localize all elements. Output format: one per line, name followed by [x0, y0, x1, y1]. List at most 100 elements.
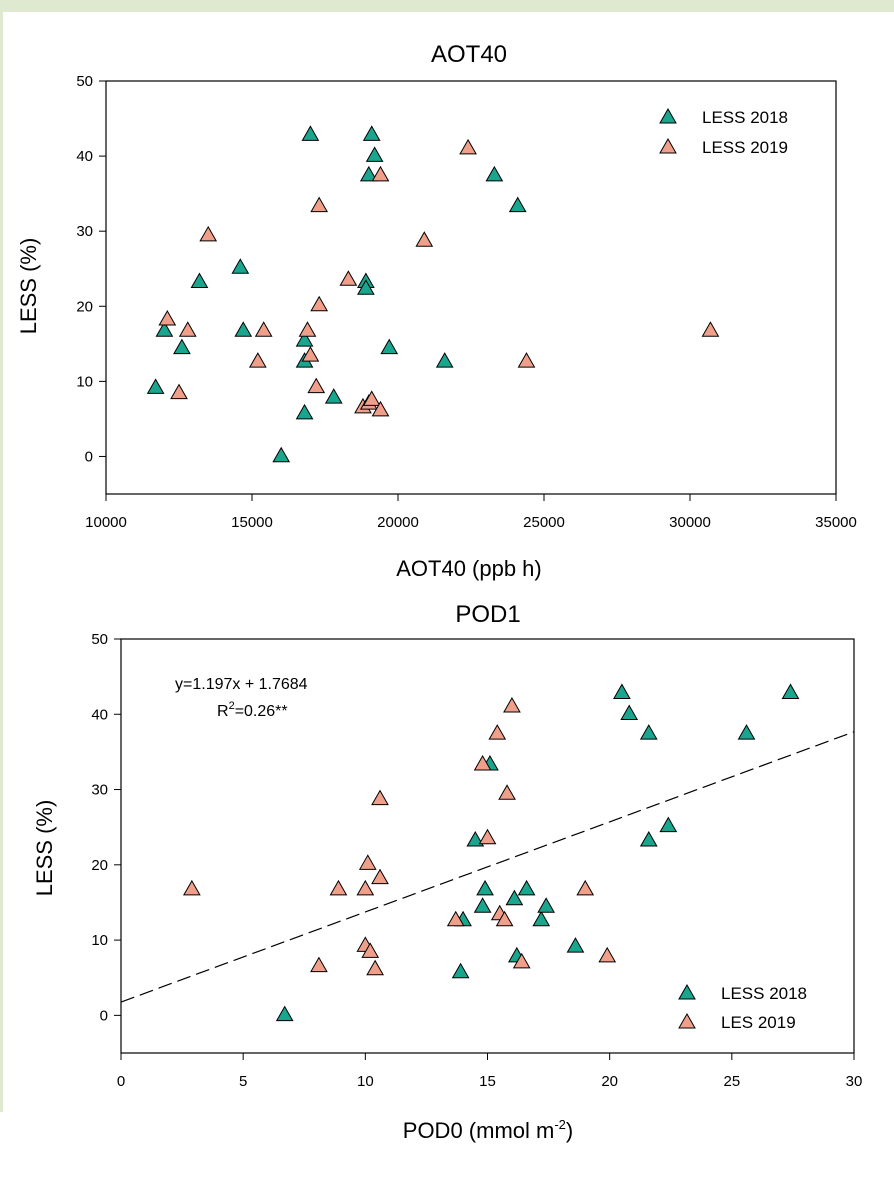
chart1-y-tick-label: 20 — [76, 298, 93, 315]
chart1-series-2-point — [178, 321, 197, 337]
chart1-y-tick-label: 50 — [76, 73, 93, 90]
chart2-series-2-point — [329, 879, 348, 896]
chart2-x-tick-label: 30 — [846, 1073, 863, 1090]
chart2-series-2-point — [366, 959, 384, 976]
chart1-legend-label-2: LESS 2019 — [702, 138, 788, 157]
chart2-r-squared: R2=0.26** — [217, 700, 288, 720]
chart2-series-2-point — [361, 942, 380, 958]
chart2-equation: y=1.197x + 1.7684 — [175, 676, 308, 693]
chart1-x-axis-label: AOT40 (ppb h) — [396, 556, 542, 581]
chart2-title: POD1 — [455, 601, 520, 628]
chart2-series-2-point — [371, 789, 389, 806]
chart2-series-1-point — [275, 1005, 294, 1022]
chart2-legend-label-2: LES 2019 — [721, 1013, 796, 1032]
chart1-x-tick-label: 30000 — [669, 514, 711, 531]
chart2-regression-line — [120, 731, 855, 1003]
chart1-series-2-point — [170, 383, 188, 400]
chart2-y-axis-label: LESS (%) — [32, 800, 57, 897]
chart2-series-2-point — [478, 828, 497, 845]
chart2-x-tick-label: 0 — [117, 1073, 125, 1090]
chart1-series-2-point — [415, 231, 434, 247]
chart1-series-1-point — [357, 279, 375, 295]
chart2-x-axis-label-end: ) — [566, 1118, 573, 1143]
chart2-series-1-point — [466, 830, 485, 847]
chart2-series-2-point — [182, 879, 201, 896]
chart1-legend-label-1: LESS 2018 — [702, 108, 788, 127]
chart2-series-1-point — [532, 910, 551, 927]
chart2-series-2-point — [356, 879, 375, 896]
chart1-series-1-point — [362, 125, 381, 141]
chart2-y-tick-label: 0 — [100, 1007, 108, 1024]
chart1-series-2-point — [371, 400, 390, 417]
chart2-series-2-point — [503, 696, 521, 713]
chart2-series-1-point — [566, 937, 585, 953]
chart2-x-tick-label: 15 — [479, 1073, 496, 1090]
chart1-series-2-point — [701, 321, 720, 337]
chart2-r-squared-value: =0.26** — [235, 703, 288, 720]
chart1-series-2-point — [158, 310, 177, 326]
chart2-r-squared-r: R — [217, 703, 229, 720]
chart2-series-2-point — [598, 946, 617, 963]
chart2-series-2-point — [371, 868, 389, 885]
chart1-series-2-point — [310, 295, 329, 312]
chart2-series-2-point — [495, 910, 514, 927]
chart1-series-2-point — [517, 352, 536, 368]
chart2-series-1-point — [781, 683, 800, 699]
chart1-series-1-point — [173, 338, 191, 355]
top-border-band — [0, 0, 894, 12]
chart2-series-1-point — [737, 724, 756, 740]
chart2-r-squared-sup: 2 — [229, 700, 235, 712]
chart1-series-2-point — [362, 390, 381, 406]
chart1-series-2-point — [301, 346, 320, 362]
chart1-y-tick-label: 0 — [85, 448, 93, 465]
chart1-series-2-point — [459, 138, 477, 155]
chart1-series-2 — [158, 138, 720, 417]
chart2-series-2 — [182, 696, 617, 976]
chart1-x-tick-label: 25000 — [523, 514, 565, 531]
chart1-series-1-point — [190, 272, 209, 288]
chart1-series-1-point — [324, 388, 343, 404]
chart1-series-1-point — [359, 165, 378, 182]
chart1-series-2-point — [248, 352, 267, 368]
chart2-x-tick-label: 5 — [239, 1073, 247, 1090]
chart2-series-2-point — [498, 784, 516, 800]
chart2-legend-marker-1 — [678, 983, 696, 1000]
chart1-y-tick-label: 30 — [76, 223, 93, 240]
chart1-y-axis-label: LESS (%) — [16, 238, 41, 335]
chart2-x-axis-label-main: POD0 (mmol m — [403, 1118, 555, 1143]
chart2-series-1-point — [517, 879, 536, 896]
chart2-series-1-point — [505, 889, 524, 906]
chart2-y-tick-label: 10 — [91, 932, 108, 949]
chart1-series-1-point — [295, 331, 314, 347]
chart2-series-1-point — [613, 683, 631, 699]
chart1-series-1-point — [380, 338, 399, 355]
chart2-y-tick-label: 30 — [91, 782, 108, 799]
chart2-series-1-point — [473, 897, 492, 913]
chart2-series-1 — [275, 683, 800, 1022]
chart1-series-1-point — [146, 378, 165, 394]
chart2-x-axis-label-sup: -2 — [554, 1117, 566, 1132]
chart1-series-2-point — [199, 225, 218, 242]
chart2-series-1-point — [537, 897, 556, 913]
chart1-legend-marker-2 — [659, 137, 677, 154]
chart2-series-2-point — [488, 724, 507, 740]
chart1-series-1-point — [508, 196, 527, 213]
chart2-x-tick-label: 25 — [723, 1073, 740, 1090]
chart2-series-1-point — [639, 724, 658, 740]
chart2-y-tick-label: 20 — [91, 857, 108, 874]
chart2-series-1-point — [476, 879, 494, 896]
chart2-legend-label-1: LESS 2018 — [721, 984, 807, 1003]
chart2-series-2-point — [310, 956, 328, 973]
chart1-x-tick-label: 20000 — [377, 514, 419, 531]
chart1-series-1-point — [295, 403, 314, 420]
chart2-y-tick-label: 40 — [91, 706, 108, 723]
chart1-series-1-point — [301, 125, 320, 141]
chart1-series-1 — [146, 125, 527, 463]
left-border-band — [0, 12, 3, 1112]
chart2-series-1-point — [639, 830, 658, 847]
chart1-series-2-point — [298, 321, 317, 337]
chart2-x-tick-label: 20 — [601, 1073, 618, 1090]
chart2-series-2-point — [473, 754, 492, 771]
